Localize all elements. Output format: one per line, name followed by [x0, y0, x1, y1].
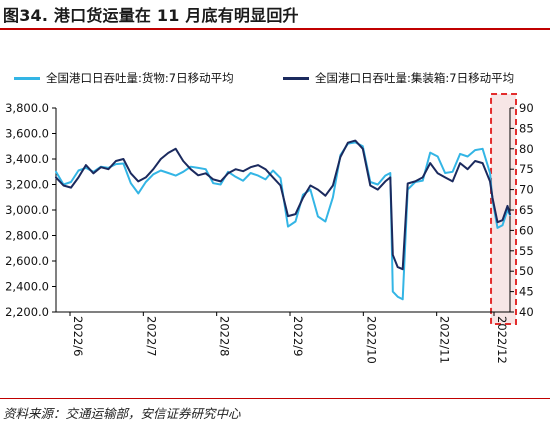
footer-rule: [0, 398, 550, 399]
legend-item-container: 全国港口日吞吐量:集装箱:7日移动平均: [283, 70, 514, 86]
right-y-tick-label: 55: [519, 244, 534, 258]
right-y-tick-label: 80: [519, 142, 534, 156]
series-line-cargo: [55, 141, 511, 301]
source-note: 资料来源：交通运输部，安信证券研究中心: [3, 406, 241, 421]
legend-swatch-container: [283, 76, 309, 80]
legend-item-cargo: 全国港口日吞吐量:货物:7日移动平均: [14, 70, 234, 86]
left-y-tick-label: 3,600.0: [5, 127, 49, 141]
left-y-tick-label: 3,800.0: [5, 101, 49, 115]
left-y-tick-label: 3,000.0: [5, 203, 49, 217]
right-y-tick-label: 50: [519, 264, 534, 278]
title-rule: [0, 28, 550, 30]
legend-label-cargo: 全国港口日吞吐量:货物:7日移动平均: [46, 71, 234, 85]
left-y-tick-label: 3,400.0: [5, 152, 49, 166]
right-y-tick-label: 90: [519, 101, 534, 115]
right-y-tick-label: 45: [519, 285, 534, 299]
right-y-tick-label: 60: [519, 223, 534, 237]
left-y-tick-label: 2,800.0: [5, 229, 49, 243]
right-y-tick-label: 40: [519, 305, 534, 319]
x-tick-label: 2022/10: [364, 316, 378, 364]
x-tick-label: 2022/9: [291, 316, 305, 356]
right-y-axis-labels: 40 45 50 55 60 65 70 75 80 85 90: [510, 101, 534, 319]
x-tick-label: 2022/6: [71, 316, 85, 356]
right-y-tick-label: 75: [519, 162, 534, 176]
chart-title: 图34. 港口货运量在 11 月底有明显回升: [3, 6, 299, 25]
x-tick-label: 2022/11: [438, 316, 452, 364]
x-tick-label: 2022/12: [495, 316, 509, 364]
x-axis-labels: 2022/6 2022/7 2022/8 2022/9 2022/10 2022/11 20…: [69, 312, 509, 364]
right-y-tick-label: 65: [519, 203, 534, 217]
right-y-tick-label: 85: [519, 121, 534, 135]
left-y-tick-label: 2,400.0: [5, 280, 49, 294]
legend-swatch-cargo: [14, 76, 40, 80]
left-y-tick-label: 3,200.0: [5, 178, 49, 192]
series-lines: [55, 139, 511, 301]
legend-label-container: 全国港口日吞吐量:集装箱:7日移动平均: [315, 71, 515, 85]
right-y-tick-label: 70: [519, 183, 534, 197]
left-y-tick-label: 2,200.0: [5, 305, 49, 319]
left-y-tick-label: 2,600.0: [5, 254, 49, 268]
x-tick-label: 2022/7: [144, 316, 158, 356]
legend: 全国港口日吞吐量:货物:7日移动平均 全国港口日吞吐量:集装箱:7日移动平均: [0, 70, 550, 90]
line-chart: 2,200.0 2,400.0 2,600.0 2,800.0 3,000.0 3,200…: [5, 93, 534, 364]
series-line-container: [55, 139, 511, 271]
x-tick-label: 2022/8: [218, 316, 232, 356]
left-y-axis-labels: 2,200.0 2,400.0 2,600.0 2,800.0 3,000.0 3,200…: [5, 101, 56, 319]
axes: [55, 108, 511, 313]
